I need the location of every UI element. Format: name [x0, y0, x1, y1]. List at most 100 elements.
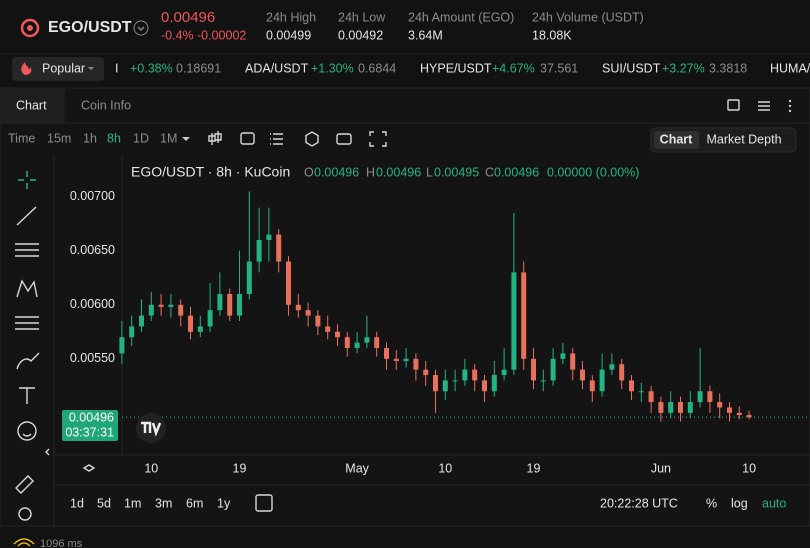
candle-body: [354, 342, 360, 349]
range[interactable]: 3m: [155, 496, 172, 510]
candle-body: [217, 293, 223, 311]
settings-icon[interactable]: [758, 101, 770, 111]
candle-body: [707, 391, 713, 403]
x-tick-label: May: [345, 461, 369, 475]
candle-body: [501, 369, 507, 376]
price-tag: [62, 410, 118, 441]
interval[interactable]: 1D: [133, 131, 149, 145]
view-option[interactable]: Market Depth: [706, 132, 781, 146]
stat-value: 0.00492: [338, 28, 383, 42]
date-range-icon[interactable]: [255, 494, 273, 512]
candle-body: [119, 337, 125, 354]
interval[interactable]: 1h: [83, 131, 97, 145]
text-tool[interactable]: [19, 387, 35, 404]
indicator-icon[interactable]: [240, 132, 255, 145]
expand-icon[interactable]: [369, 131, 387, 147]
popular-label[interactable]: Popular: [42, 61, 85, 75]
scale-option[interactable]: %: [706, 496, 717, 510]
clock: 20:22:28 UTC: [600, 496, 678, 510]
range[interactable]: 1m: [124, 496, 141, 510]
popular-button[interactable]: [12, 57, 104, 81]
candle-body: [599, 369, 605, 392]
more-icon[interactable]: [788, 104, 792, 108]
ticker-symbol[interactable]: I: [115, 61, 118, 75]
candle-body: [550, 358, 556, 381]
brush-tool[interactable]: [16, 352, 40, 370]
ticker-symbol[interactable]: ADA/USDT: [245, 61, 309, 75]
candle-body: [315, 315, 321, 327]
trendline-tool[interactable]: [16, 206, 37, 226]
axis-settings[interactable]: [82, 464, 96, 472]
list-icon[interactable]: [270, 133, 283, 145]
scale-option[interactable]: auto: [762, 496, 786, 510]
collapse-icon[interactable]: [45, 448, 50, 456]
pattern-tool[interactable]: [16, 279, 38, 298]
ticker-change: +4.67%: [492, 61, 535, 75]
candle-body: [433, 375, 438, 392]
candle-body: [746, 415, 752, 418]
tab-active[interactable]: [0, 88, 65, 123]
candle-body: [452, 380, 458, 382]
candle-body: [335, 331, 340, 338]
fullscreen-icon[interactable]: [727, 99, 740, 111]
range[interactable]: 1d: [70, 496, 84, 510]
candle-body: [246, 261, 252, 294]
emoji-smile: [22, 433, 32, 437]
candle-body: [148, 304, 154, 316]
pair-name[interactable]: EGO/USDT: [48, 19, 132, 36]
candle-body: [129, 326, 135, 338]
emoji-tool[interactable]: [17, 421, 37, 441]
candle-body: [589, 380, 595, 392]
legend-key: O: [304, 165, 314, 179]
fib-tool[interactable]: [15, 243, 39, 257]
interval-caret: [182, 137, 190, 141]
interval[interactable]: 1M: [160, 131, 177, 145]
y-tick-label: 0.00600: [70, 297, 115, 311]
candle-body: [482, 380, 487, 392]
range[interactable]: 5d: [97, 496, 111, 510]
pair-dropdown-arrow: [137, 26, 145, 31]
range[interactable]: 6m: [186, 496, 203, 510]
candle-type-icon[interactable]: [208, 131, 222, 145]
candle-body: [393, 358, 399, 361]
projection-tool[interactable]: [15, 316, 39, 330]
view-active[interactable]: [654, 131, 699, 149]
candle-body: [462, 369, 468, 381]
crosshair-tool[interactable]: [18, 171, 36, 189]
ticker-price: 3.3818: [709, 61, 747, 75]
zoom-tool[interactable]: [18, 507, 32, 521]
ticker-price: 0.6844: [358, 61, 396, 75]
candle-body: [207, 310, 213, 327]
ruler-tool[interactable]: [15, 475, 34, 494]
ticker-symbol[interactable]: SUI/USDT: [602, 61, 661, 75]
view-option[interactable]: Chart: [660, 132, 693, 146]
popular-caret: [88, 67, 94, 70]
y-tick-label: 0.00550: [70, 351, 115, 365]
chart-panel: [0, 87, 810, 527]
last-price: 0.00496: [161, 9, 215, 26]
camera-icon[interactable]: [336, 133, 352, 145]
ticker-symbol[interactable]: HUMA/: [770, 61, 810, 75]
more-icon: [788, 99, 792, 103]
candle-body: [521, 272, 527, 359]
interval-active[interactable]: 8h: [107, 131, 121, 145]
legend-value: 0.00495: [434, 165, 479, 179]
candle-body: [344, 337, 350, 349]
range[interactable]: 1y: [217, 496, 231, 510]
candle-body: [580, 369, 585, 381]
candle-body: [687, 402, 693, 413]
settings-hex-icon[interactable]: [305, 131, 319, 147]
x-tick-label: 10: [144, 461, 158, 475]
candle-body: [168, 304, 174, 307]
interval[interactable]: 15m: [47, 131, 71, 145]
change-pct: -0.4%: [161, 28, 194, 42]
tab[interactable]: Coin Info: [81, 98, 131, 112]
candle-body: [560, 353, 566, 359]
tab[interactable]: Chart: [16, 98, 47, 112]
legend-key: L: [426, 165, 433, 179]
scale-option[interactable]: log: [731, 496, 748, 510]
ticker-symbol[interactable]: HYPE/USDT: [420, 61, 492, 75]
pair-dropdown[interactable]: [133, 20, 149, 36]
candle-body: [697, 391, 703, 403]
candle-body: [531, 358, 536, 381]
